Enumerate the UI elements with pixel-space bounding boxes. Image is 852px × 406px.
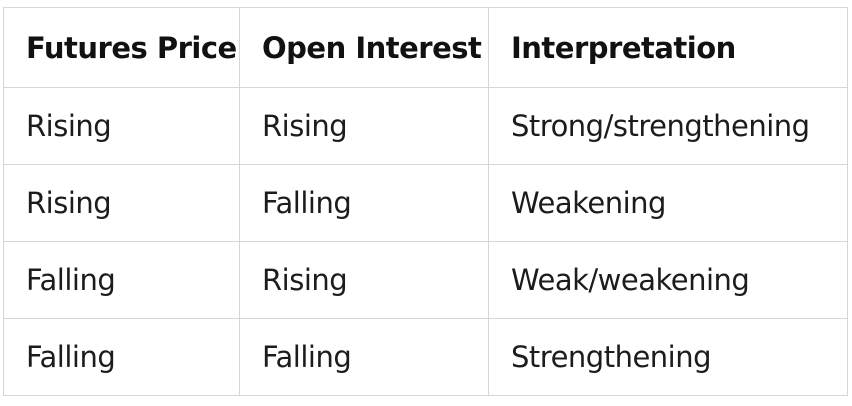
cell-interpretation: Strong/strengthening [488, 87, 848, 165]
cell-interpretation: Strengthening [488, 318, 848, 396]
table-row: Falling Rising Weak/weakening [3, 241, 848, 319]
header-futures-price: Futures Price [3, 7, 240, 88]
cell-open-interest: Falling [239, 164, 489, 242]
cell-futures-price: Falling [3, 241, 240, 319]
cell-interpretation: Weak/weakening [488, 241, 848, 319]
table-row: Falling Falling Strengthening [3, 318, 848, 396]
cell-open-interest: Rising [239, 241, 489, 319]
header-open-interest: Open Interest [239, 7, 489, 88]
futures-interpretation-table: Futures Price Open Interest Interpretati… [3, 7, 848, 396]
table-row: Rising Falling Weakening [3, 164, 848, 242]
table-header-row: Futures Price Open Interest Interpretati… [3, 7, 848, 88]
cell-interpretation: Weakening [488, 164, 848, 242]
header-interpretation: Interpretation [488, 7, 848, 88]
cell-futures-price: Rising [3, 164, 240, 242]
cell-futures-price: Rising [3, 87, 240, 165]
cell-futures-price: Falling [3, 318, 240, 396]
cell-open-interest: Falling [239, 318, 489, 396]
table-row: Rising Rising Strong/strengthening [3, 87, 848, 165]
cell-open-interest: Rising [239, 87, 489, 165]
